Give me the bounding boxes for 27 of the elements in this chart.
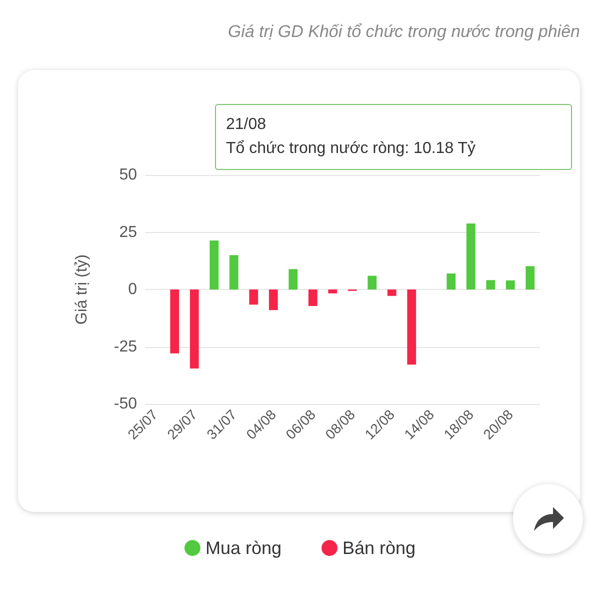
bar [407,290,416,365]
chart-title: Giá trị GD Khối tổ chức trong nước trong phiên [228,22,580,42]
y-tick-label: 50 [119,166,138,184]
bar [526,266,535,290]
bar [249,290,258,305]
bar [190,290,199,369]
bar [170,290,180,354]
bar [268,290,278,310]
tooltip-box: 21/08 Tổ chức trong nước ròng: 10.18 Tỷ [215,104,572,170]
bar [328,290,338,294]
y-axis-title: Giá trị (tỷ) [74,254,90,325]
bar [446,273,456,290]
bar [466,224,476,290]
y-tick-label: 0 [128,281,138,298]
bar [368,276,377,290]
bar [288,269,298,290]
bar [486,280,496,290]
bar [506,280,515,290]
y-tick-label: 25 [119,224,138,241]
bar [229,255,238,290]
y-tick-label: -25 [114,338,138,356]
legend-label: Mua ròng [205,538,282,558]
y-tick-label: -50 [114,396,138,412]
legend-label: Bán ròng [342,538,416,558]
bar [387,290,396,296]
bar [210,240,219,290]
bar [308,290,318,306]
